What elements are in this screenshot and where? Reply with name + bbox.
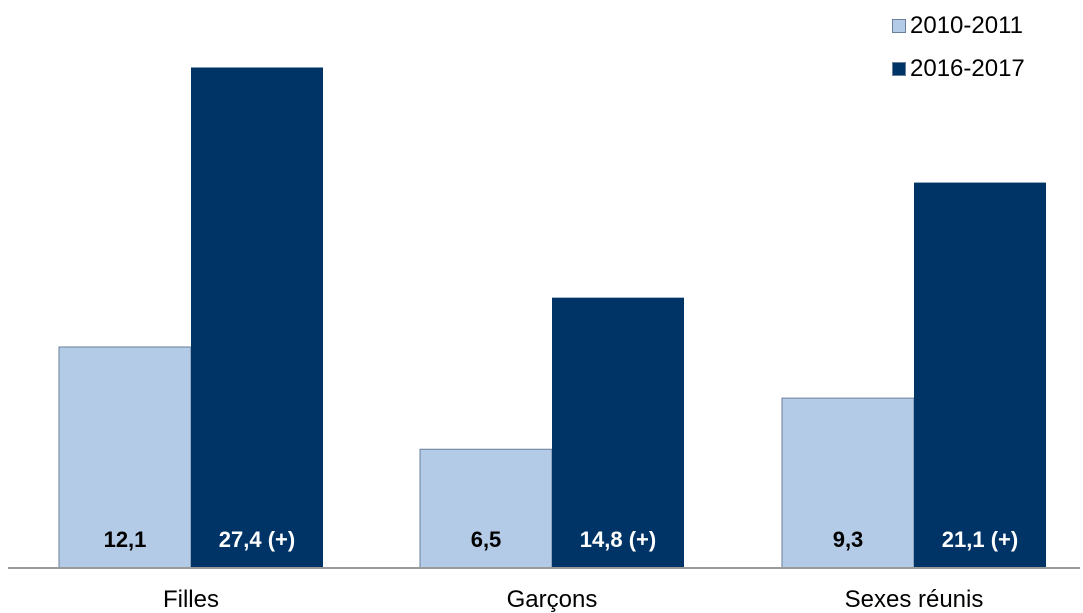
legend-swatch <box>892 18 906 33</box>
x-tick-label: Garçons <box>507 586 598 613</box>
legend-item-series-1: 2010-2011 <box>892 10 1025 41</box>
data-label: 14,8 (+) <box>580 527 656 552</box>
data-label: 21,1 (+) <box>942 527 1018 552</box>
bar-2016-2017-Sexes réunis <box>914 182 1046 568</box>
data-label: 27,4 (+) <box>219 527 295 552</box>
x-axis-tick-labels: Filles Garçons Sexes réunis <box>163 586 983 613</box>
bars: 12,1 27,4 (+) 6,5 14,8 (+) 9,3 21,1 (+) <box>58 67 1046 569</box>
bar-2010-2011-Filles <box>58 346 192 569</box>
data-label: 9,3 <box>833 527 864 552</box>
legend: 2010-2011 2016-2017 <box>892 10 1025 96</box>
x-tick-label: Sexes réunis <box>845 586 984 613</box>
data-label: 6,5 <box>471 527 502 552</box>
legend-label: 2010-2011 <box>910 11 1023 39</box>
legend-label: 2016-2017 <box>910 54 1025 82</box>
bar-2016-2017-Filles <box>191 67 323 568</box>
x-tick-label: Filles <box>163 586 219 613</box>
bar-2010-2011-Sexes réunis <box>781 397 915 569</box>
legend-item-series-2: 2016-2017 <box>892 53 1025 84</box>
bar-2016-2017-Garçons <box>552 297 684 568</box>
data-label: 12,1 <box>104 527 147 552</box>
legend-swatch <box>892 61 906 76</box>
